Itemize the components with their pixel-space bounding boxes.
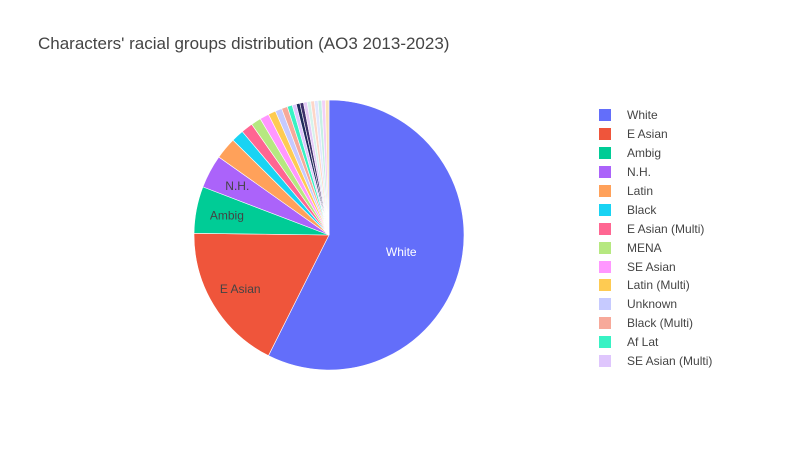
chart-title: Characters' racial groups distribution (…	[38, 34, 450, 53]
pie-slices	[193, 99, 465, 371]
pie-slice-e-asian[interactable]	[193, 233, 330, 357]
legend-swatch	[599, 222, 611, 235]
legend-swatch	[599, 241, 611, 254]
legend-label: MENA	[627, 240, 662, 255]
legend-item-se-asian[interactable]: SE Asian	[599, 257, 712, 276]
legend-swatch	[599, 336, 611, 349]
legend-label: N.H.	[627, 165, 651, 180]
legend-label: SE Asian (Multi)	[627, 354, 713, 369]
legend-swatch	[599, 203, 611, 216]
legend-label: Black	[627, 202, 657, 217]
legend-swatch	[599, 298, 611, 311]
legend: White E Asian Ambig N.H. Latin Black E Asian (…	[599, 106, 712, 370]
legend-swatch	[599, 260, 611, 273]
legend-item-n-h[interactable]: N.H.	[599, 163, 712, 182]
slice-label-ambig: Ambig	[210, 209, 244, 223]
legend-label: White	[627, 108, 658, 123]
legend-item-unknown[interactable]: Unknown	[599, 295, 712, 314]
legend-label: Latin (Multi)	[627, 278, 690, 293]
pie-slice-white[interactable]	[268, 99, 465, 371]
slice-label-white: White	[386, 245, 417, 259]
legend-item-af-lat[interactable]: Af Lat	[599, 333, 712, 352]
legend-label: Ambig	[627, 146, 662, 161]
legend-label: SE Asian	[627, 259, 676, 274]
legend-label: E Asian	[627, 127, 668, 142]
pie-slice-other-9[interactable]	[325, 99, 330, 236]
legend-item-black[interactable]: Black	[599, 200, 712, 219]
legend-item-e-asian-multi[interactable]: E Asian (Multi)	[599, 219, 712, 238]
legend-swatch	[599, 317, 611, 330]
legend-item-ambig[interactable]: Ambig	[599, 144, 712, 163]
legend-swatch	[599, 109, 611, 122]
slice-label-e-asian: E Asian	[220, 282, 261, 296]
legend-item-latin-multi[interactable]: Latin (Multi)	[599, 276, 712, 295]
legend-label: Black (Multi)	[627, 316, 694, 331]
legend-swatch	[599, 355, 611, 368]
legend-label: Unknown	[627, 297, 678, 312]
legend-swatch	[599, 128, 611, 141]
legend-label: E Asian (Multi)	[627, 221, 705, 236]
legend-swatch	[599, 147, 611, 160]
legend-swatch	[599, 166, 611, 179]
legend-item-e-asian[interactable]: E Asian	[599, 125, 712, 144]
pie-slice-labels: White E Asian Ambig N.H.	[210, 179, 417, 296]
legend-item-se-asian-multi[interactable]: SE Asian (Multi)	[599, 352, 712, 371]
legend-item-black-multi[interactable]: Black (Multi)	[599, 314, 712, 333]
legend-label: Latin	[627, 184, 654, 198]
legend-swatch	[599, 185, 611, 197]
legend-item-white[interactable]: White	[599, 106, 712, 125]
slice-label-n-h: N.H.	[225, 179, 249, 193]
legend-label: Af Lat	[627, 335, 659, 350]
legend-item-mena[interactable]: MENA	[599, 238, 712, 257]
legend-swatch	[599, 279, 611, 292]
legend-item-latin[interactable]: Latin	[599, 182, 712, 201]
